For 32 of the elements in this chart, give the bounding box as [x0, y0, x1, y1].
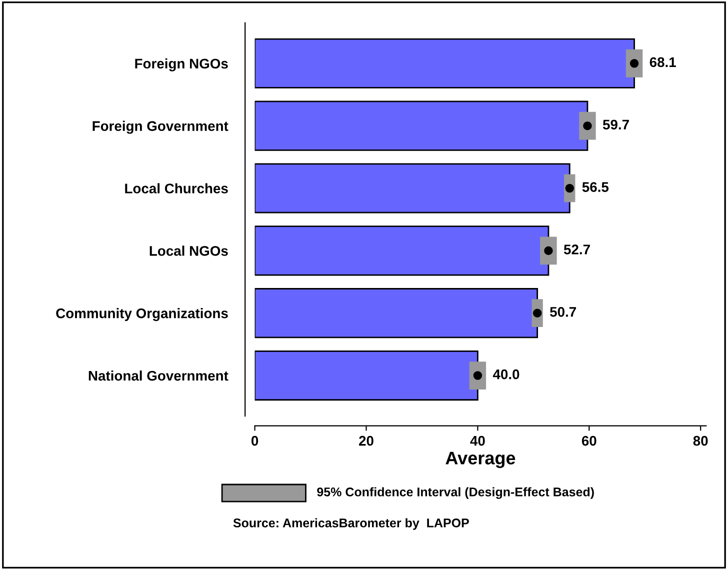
y-tick-label: Local NGOs: [150, 246, 228, 256]
bar: [254, 288, 538, 338]
bar: [254, 350, 478, 401]
x-axis-title: Average: [446, 452, 516, 468]
bar: [254, 38, 635, 88]
point: [565, 184, 574, 193]
data-label: 56.5: [582, 182, 609, 192]
data-label: 50.7: [550, 306, 576, 317]
y-tick-label: Community Organizations: [56, 308, 228, 322]
data-label: 40.0: [492, 369, 520, 380]
point: [544, 246, 553, 256]
text: 95% Confidence Interval (Design-Effect Based): [317, 487, 594, 499]
point: [532, 308, 542, 318]
y-tick-label: Foreign NGOs: [135, 58, 228, 72]
point: [583, 121, 592, 130]
bar: [254, 100, 588, 151]
y-tick-label: Local Churches: [125, 183, 228, 194]
bar: [254, 163, 570, 214]
x-tick-label: 60: [582, 436, 596, 446]
point: [630, 59, 639, 68]
data-label: 59.7: [602, 120, 629, 130]
data-label: 68.1: [650, 57, 676, 68]
y-tick-label: National Government: [88, 370, 228, 381]
bar: [254, 226, 550, 276]
x-tick-label: 20: [359, 436, 374, 446]
x-tick-label: 80: [693, 436, 708, 446]
x-tick-label: 0: [251, 436, 258, 446]
y-tick-label: Foreign Government: [92, 120, 228, 134]
source-note: Source: AmericasBarometer by LAPOP: [233, 518, 469, 530]
data-label: 52.7: [564, 244, 590, 254]
point: [473, 371, 482, 380]
x-tick-label: 40: [470, 436, 485, 446]
